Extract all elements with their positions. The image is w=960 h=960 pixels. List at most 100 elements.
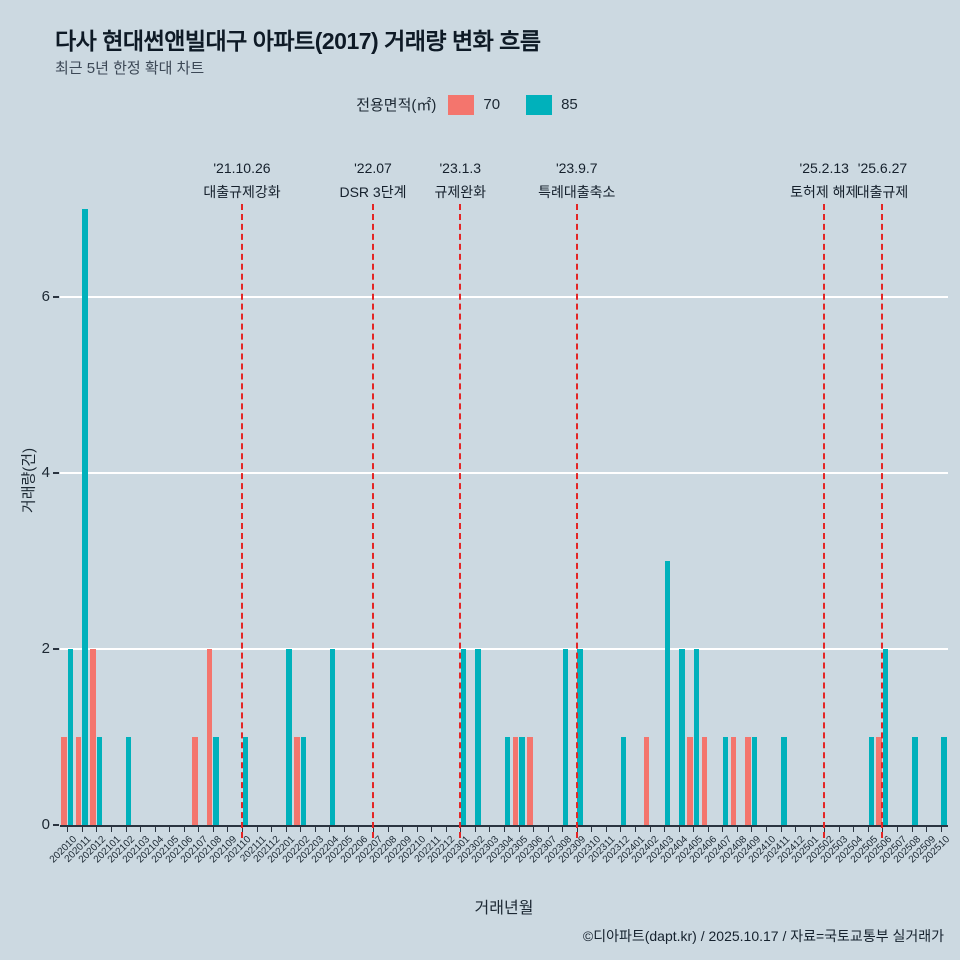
x-tick-mark <box>431 827 433 832</box>
page-title: 다사 현대썬앤빌대구 아파트(2017) 거래량 변화 흐름 <box>55 28 541 54</box>
legend-items: 70 85 <box>448 94 603 115</box>
x-tick-mark <box>605 827 607 832</box>
annotation-line <box>371 204 374 838</box>
bar-70-202405 <box>687 737 693 825</box>
x-tick-mark <box>795 827 797 832</box>
bar-85-202312 <box>621 737 627 825</box>
bar-70-202409 <box>745 737 751 825</box>
bar-85-202110 <box>242 737 248 825</box>
annotation-date: '25.2.13 <box>799 160 849 176</box>
bar-85-202404 <box>679 649 685 825</box>
bar-85-202102 <box>126 737 132 825</box>
x-tick-mark <box>67 827 69 832</box>
bar-85-202508 <box>912 737 918 825</box>
annotation-label: 대출규제 <box>856 184 909 200</box>
annotation-date: '23.1.3 <box>439 160 482 176</box>
legend-item-label: 70 <box>483 96 501 113</box>
bar-85-202302 <box>475 649 481 825</box>
x-tick-mark <box>183 827 185 832</box>
x-tick-mark <box>867 827 869 832</box>
legend-item-label: 85 <box>561 96 578 113</box>
bar-70-202202 <box>294 737 300 825</box>
annotation-date: '22.07 <box>354 160 392 176</box>
x-tick-mark <box>678 827 680 832</box>
bar-85-202301 <box>460 649 467 825</box>
x-tick-mark <box>256 827 258 832</box>
legend-swatch-85 <box>526 94 553 115</box>
bar-85-202012 <box>96 737 103 825</box>
bar-70-202306 <box>527 737 533 825</box>
x-tick-mark <box>271 827 273 832</box>
x-tick-mark <box>547 827 549 832</box>
y-tick-mark <box>53 472 59 474</box>
x-tick-mark <box>635 827 637 832</box>
bar-85-202506 <box>883 649 889 825</box>
x-tick-mark <box>402 827 404 832</box>
x-tick-mark <box>198 827 200 832</box>
x-tick-mark <box>722 827 724 832</box>
bar-70-202305 <box>512 737 518 825</box>
x-tick-mark <box>314 827 316 832</box>
gridline <box>60 472 948 474</box>
x-tick-mark <box>562 827 564 832</box>
legend: 전용면적(㎡) 70 85 <box>0 94 960 115</box>
x-tick-mark <box>707 827 709 832</box>
bar-70-202506 <box>876 737 882 825</box>
gridline <box>60 648 948 650</box>
bar-85-202405 <box>693 649 700 825</box>
y-tick-mark <box>53 824 59 826</box>
x-tick-mark <box>911 827 913 832</box>
bar-70-202012 <box>90 649 96 825</box>
bar-70-202011 <box>75 737 82 825</box>
bar-70-202108 <box>206 649 213 825</box>
annotation-line <box>881 204 884 838</box>
x-tick-mark <box>474 827 476 832</box>
annotation-line <box>240 204 243 838</box>
annotation-line <box>575 204 578 838</box>
x-axis-title: 거래년월 <box>474 900 534 917</box>
x-tick-mark <box>780 827 782 832</box>
x-tick-mark <box>766 827 768 832</box>
y-tick-label: 0 <box>41 816 50 833</box>
page-subtitle: 최근 5년 한정 확대 차트 <box>55 60 205 77</box>
x-tick-mark <box>853 827 855 832</box>
x-axis-line <box>60 825 948 827</box>
x-tick-mark <box>329 827 331 832</box>
x-tick-mark <box>926 827 928 832</box>
bar-85-202411 <box>781 737 787 825</box>
x-tick-mark <box>227 827 229 832</box>
bar-85-202204 <box>329 649 336 825</box>
bar-85-202011 <box>82 209 88 825</box>
annotation-label: 대출규제강화 <box>203 184 281 200</box>
x-tick-mark <box>664 827 666 832</box>
annotation-date: '21.10.26 <box>213 160 271 176</box>
x-tick-mark <box>445 827 447 832</box>
x-tick-mark <box>591 827 593 832</box>
bar-85-202308 <box>562 649 569 825</box>
y-tick-label: 2 <box>41 640 50 657</box>
y-tick-label: 4 <box>41 464 50 481</box>
y-tick-label: 6 <box>41 288 50 305</box>
bar-85-202407 <box>722 737 729 825</box>
y-tick-mark <box>53 296 59 298</box>
bar-85-202202 <box>300 737 307 825</box>
bar-70-202010 <box>61 737 67 825</box>
annotation-date: '25.6.27 <box>857 160 908 176</box>
x-tick-mark <box>358 827 360 832</box>
annotation-date: '23.9.7 <box>555 160 598 176</box>
bar-70-202406 <box>701 737 708 825</box>
x-tick-mark <box>518 827 520 832</box>
x-tick-mark <box>489 827 491 832</box>
x-tick-mark <box>838 827 840 832</box>
x-tick-mark <box>110 827 112 832</box>
gridline <box>60 296 948 298</box>
legend-swatch-70 <box>448 94 475 115</box>
x-tick-mark <box>154 827 156 832</box>
annotation-line <box>459 204 462 838</box>
bar-85-202510 <box>941 737 947 825</box>
x-tick-mark <box>504 827 505 832</box>
x-tick-mark <box>81 827 83 832</box>
bar-85-202201 <box>286 649 292 825</box>
